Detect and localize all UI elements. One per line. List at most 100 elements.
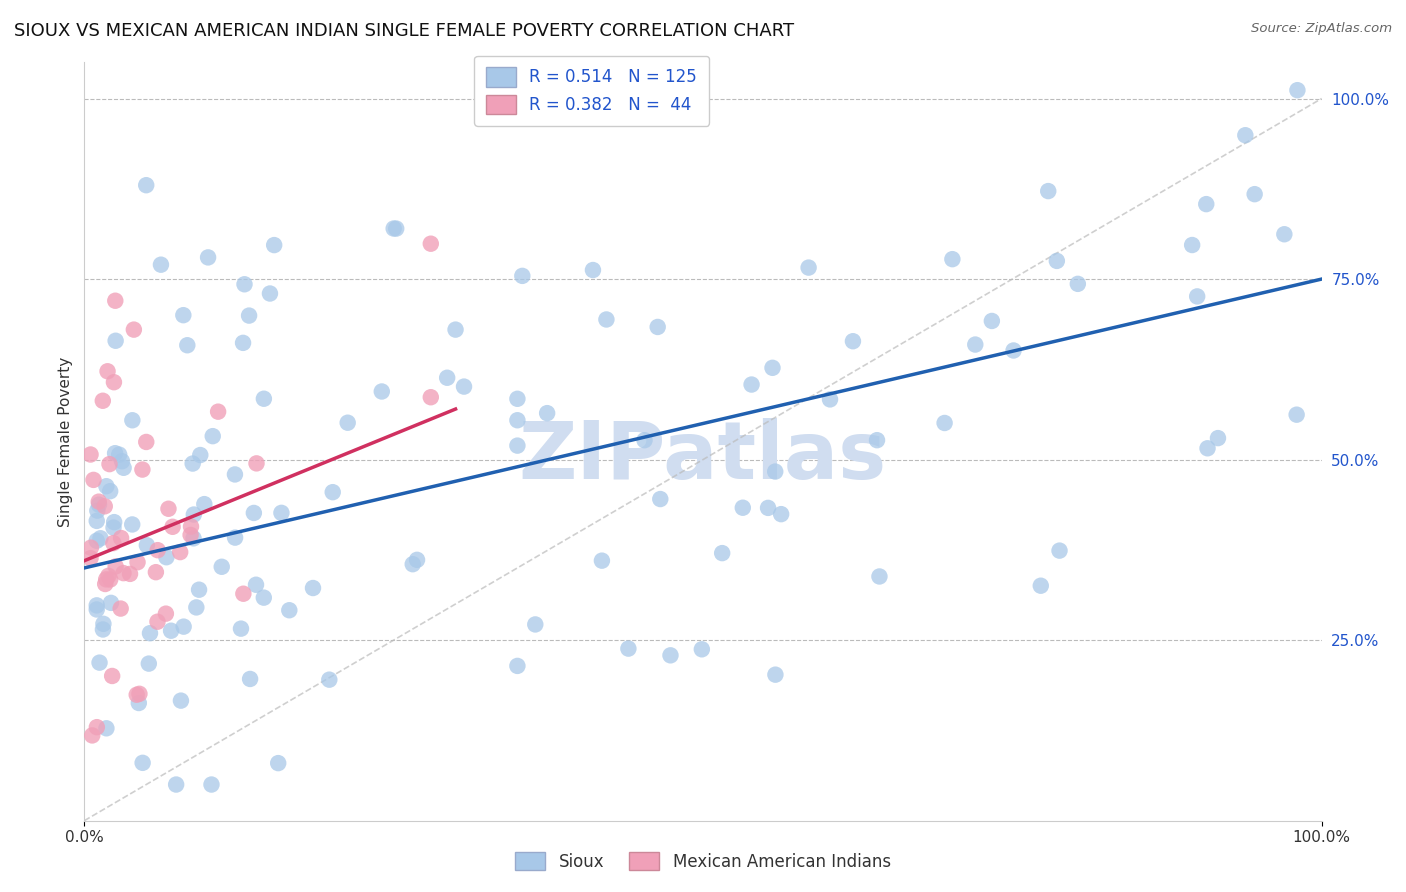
Point [243, 506, 266, 520]
Point [1272, 227, 1295, 242]
Point [690, 642, 713, 657]
Point [1286, 83, 1309, 97]
Point [173, 620, 195, 634]
Point [385, 221, 408, 235]
Point [127, 555, 149, 569]
Point [197, 251, 219, 265]
Point [1195, 197, 1218, 211]
Point [1234, 128, 1257, 143]
Point [506, 413, 529, 427]
Point [763, 465, 786, 479]
Point [965, 337, 987, 351]
Point [131, 462, 153, 476]
Point [121, 517, 143, 532]
Point [96, 479, 118, 493]
Point [138, 657, 160, 671]
Point [1197, 442, 1219, 456]
Point [172, 308, 194, 322]
Point [1029, 579, 1052, 593]
Point [155, 550, 177, 565]
Point [233, 277, 256, 292]
Point [103, 375, 125, 389]
Point [169, 545, 191, 559]
Point [1206, 431, 1229, 445]
Point [1049, 543, 1071, 558]
Point [1002, 343, 1025, 358]
Point [89, 656, 111, 670]
Point [1067, 277, 1090, 291]
Point [941, 252, 963, 267]
Point [82, 728, 104, 742]
Point [157, 501, 180, 516]
Point [110, 531, 132, 545]
Point [145, 565, 167, 579]
Point [96, 721, 118, 735]
Point [104, 334, 127, 348]
Point [761, 360, 783, 375]
Point [89, 531, 111, 545]
Point [207, 405, 229, 419]
Point [98, 573, 121, 587]
Point [86, 533, 108, 548]
Point [267, 756, 290, 771]
Point [86, 503, 108, 517]
Point [536, 406, 558, 420]
Point [200, 778, 222, 792]
Point [1243, 187, 1265, 202]
Point [104, 446, 127, 460]
Point [224, 467, 246, 482]
Point [506, 659, 529, 673]
Point [96, 573, 118, 587]
Text: ZIPatlas: ZIPatlas [519, 417, 887, 496]
Point [165, 778, 187, 792]
Point [135, 434, 157, 449]
Point [146, 615, 169, 629]
Point [155, 607, 177, 621]
Point [79, 448, 101, 462]
Point [868, 569, 890, 583]
Point [731, 500, 754, 515]
Point [103, 515, 125, 529]
Text: Source: ZipAtlas.com: Source: ZipAtlas.com [1251, 22, 1392, 36]
Point [110, 601, 132, 615]
Point [103, 521, 125, 535]
Point [94, 500, 117, 514]
Point [93, 616, 115, 631]
Point [253, 591, 276, 605]
Point [80, 541, 103, 555]
Point [112, 460, 135, 475]
Point [211, 559, 233, 574]
Point [186, 600, 208, 615]
Point [96, 364, 118, 378]
Point [406, 553, 429, 567]
Point [128, 687, 150, 701]
Point [121, 413, 143, 427]
Point [659, 648, 682, 663]
Y-axis label: Single Female Poverty: Single Female Poverty [58, 357, 73, 526]
Point [259, 286, 281, 301]
Point [934, 416, 956, 430]
Point [125, 688, 148, 702]
Point [180, 528, 202, 542]
Point [444, 323, 467, 337]
Point [122, 323, 145, 337]
Point [232, 335, 254, 350]
Point [980, 314, 1002, 328]
Point [183, 532, 205, 546]
Point [112, 566, 135, 581]
Point [322, 485, 344, 500]
Point [245, 456, 267, 470]
Point [595, 312, 617, 326]
Point [181, 457, 204, 471]
Point [647, 320, 669, 334]
Point [188, 582, 211, 597]
Point [302, 581, 325, 595]
Point [506, 392, 529, 406]
Point [453, 379, 475, 393]
Point [98, 457, 121, 471]
Point [336, 416, 359, 430]
Point [131, 756, 153, 770]
Point [229, 622, 252, 636]
Point [118, 566, 141, 581]
Point [371, 384, 394, 399]
